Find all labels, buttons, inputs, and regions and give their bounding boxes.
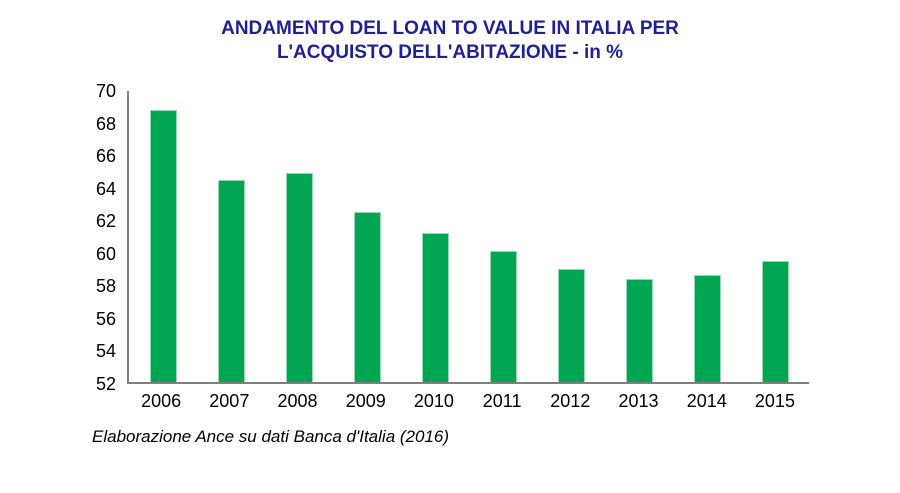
- source-note: Elaborazione Ance su dati Banca d'Italia…: [92, 427, 450, 446]
- bar-slot: [333, 91, 401, 382]
- x-tick-label: 2014: [686, 391, 727, 411]
- chart-title: ANDAMENTO DEL LOAN TO VALUE IN ITALIA PE…: [0, 17, 900, 65]
- bar-slot: [469, 91, 537, 382]
- x-tick-label: 2011: [482, 391, 522, 411]
- y-tick-label: 60: [95, 243, 116, 264]
- bar-slot: [537, 91, 605, 382]
- bar-slot: [673, 91, 741, 382]
- y-tick-label: 68: [95, 113, 116, 134]
- y-tick-label: 62: [95, 211, 116, 232]
- bar-2013: [625, 278, 653, 382]
- x-tick-label: 2009: [345, 391, 386, 411]
- bar-slot: [197, 91, 265, 382]
- chart-title-line-2: L'ACQUISTO DELL'ABITAZIONE - in %: [276, 42, 624, 63]
- x-tick-label: 2010: [413, 391, 454, 411]
- x-tick-label: 2007: [209, 391, 250, 411]
- bar-2006: [149, 110, 177, 382]
- bar-2015: [761, 260, 789, 382]
- y-tick-label: 58: [95, 276, 116, 297]
- bar-2010: [421, 233, 449, 382]
- y-tick-label: 66: [95, 146, 116, 167]
- x-tick-label: 2015: [754, 391, 795, 411]
- bar-slot: [605, 91, 673, 382]
- bar-slot: [741, 91, 809, 382]
- y-tick-label: 70: [95, 81, 116, 101]
- x-tick-label: 2012: [550, 391, 591, 411]
- x-tick-label: 2008: [277, 391, 318, 411]
- y-tick-label: 64: [95, 178, 116, 199]
- bar-slot: [129, 91, 197, 382]
- y-axis-labels: 52 54 56 58 60 62 64 66 68 70: [0, 82, 116, 393]
- chart-title-line-1: ANDAMENTO DEL LOAN TO VALUE IN ITALIA PE…: [221, 18, 679, 39]
- bar-2008: [285, 173, 313, 382]
- bars: [129, 91, 809, 382]
- bar-slot: [265, 91, 333, 382]
- plot-area: [127, 91, 809, 384]
- y-tick-label: 52: [95, 374, 116, 394]
- bar-2009: [353, 212, 381, 382]
- bar-2012: [557, 268, 585, 382]
- x-tick-label: 2013: [618, 391, 659, 411]
- bar-2007: [217, 179, 245, 382]
- bar-slot: [401, 91, 469, 382]
- y-tick-label: 56: [95, 308, 116, 329]
- bar-2011: [489, 251, 517, 382]
- bar-2014: [693, 275, 721, 382]
- x-axis-labels: 2006 2007 2008 2009 2010 2011 2012 2013 2014 2015: [127, 391, 809, 411]
- x-tick-label: 2006: [141, 391, 182, 411]
- y-tick-label: 54: [95, 341, 116, 362]
